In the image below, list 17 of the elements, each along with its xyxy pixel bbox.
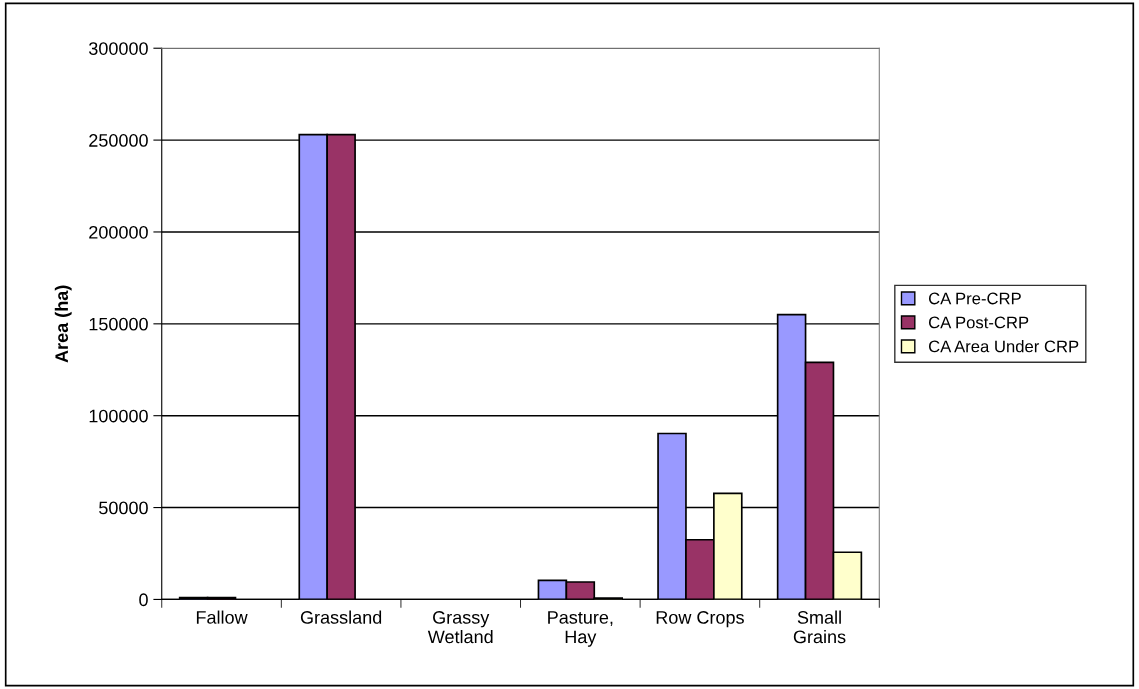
legend-label: CA Pre-CRP — [929, 292, 1021, 305]
x-tick-label: Grassy Wetland — [427, 611, 493, 644]
x-tick-label: Pasture, Hay — [548, 611, 613, 647]
y-tick-label: 150000 — [89, 317, 148, 331]
y-tick-label: 300000 — [88, 42, 148, 55]
y-tick-label: 50000 — [99, 501, 148, 515]
x-tick-label: Fallow — [196, 610, 248, 624]
x-tick-label: Small Grains — [793, 610, 846, 644]
y-tick-label: 250000 — [89, 134, 148, 147]
x-tick-label: Grassland — [300, 610, 382, 624]
y-tick-label: 0 — [139, 593, 148, 607]
legend-label: CA Area Under CRP — [929, 340, 1079, 353]
y-tick-label: 200000 — [89, 225, 148, 239]
y-tick-label: 100000 — [89, 409, 148, 423]
legend-label: CA Post-CRP — [929, 316, 1029, 329]
y-axis-title: Area (ha) — [54, 285, 72, 363]
x-tick-label: Row Crops — [656, 611, 744, 628]
